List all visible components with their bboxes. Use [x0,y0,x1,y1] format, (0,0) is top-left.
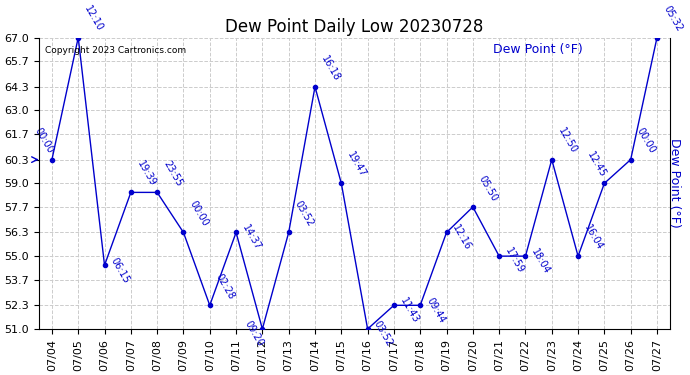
Text: 12:10: 12:10 [82,4,105,33]
Title: Dew Point Daily Low 20230728: Dew Point Daily Low 20230728 [225,18,484,36]
Text: 12:45: 12:45 [585,150,608,179]
Y-axis label: Dew Point (°F): Dew Point (°F) [668,138,681,228]
Text: 00:00: 00:00 [635,126,658,156]
Text: 19:39: 19:39 [135,159,157,188]
Text: 16:04: 16:04 [582,223,604,252]
Text: 05:50: 05:50 [477,174,500,203]
Text: 06:15: 06:15 [109,255,131,285]
Text: 19:47: 19:47 [346,150,368,179]
Text: 17:59: 17:59 [503,246,526,276]
Text: 00:00: 00:00 [32,126,55,156]
Text: 09:44: 09:44 [424,296,447,325]
Text: 14:37: 14:37 [240,223,263,252]
Text: Copyright 2023 Cartronics.com: Copyright 2023 Cartronics.com [45,46,186,56]
Text: 00:00: 00:00 [188,199,210,228]
Text: 12:16: 12:16 [451,223,473,252]
Text: 23:55: 23:55 [161,159,184,188]
Text: 11:43: 11:43 [398,296,421,325]
Text: 02:28: 02:28 [214,272,237,301]
Text: 18:04: 18:04 [530,246,552,276]
Text: 09:20: 09:20 [243,319,266,348]
Text: 03:52: 03:52 [293,199,315,228]
Text: 16:18: 16:18 [319,54,342,82]
Text: Dew Point (°F): Dew Point (°F) [493,44,583,56]
Text: 05:32: 05:32 [661,4,684,33]
Text: 03:52: 03:52 [372,319,395,348]
Text: 12:50: 12:50 [556,126,579,156]
